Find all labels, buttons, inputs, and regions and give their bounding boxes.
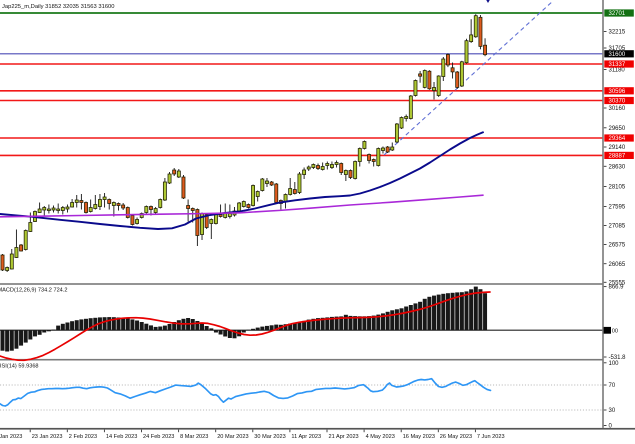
svg-text:4 May 2023: 4 May 2023 <box>366 434 395 440</box>
svg-text:21 Apr 2023: 21 Apr 2023 <box>329 434 359 440</box>
svg-text:29650: 29650 <box>609 126 626 132</box>
svg-text:7 Jun 2023: 7 Jun 2023 <box>477 434 505 440</box>
svg-text:26575: 26575 <box>609 243 626 249</box>
svg-text:31705: 31705 <box>609 46 626 52</box>
svg-text:28630: 28630 <box>609 164 626 170</box>
svg-text:32701: 32701 <box>609 11 626 17</box>
svg-text:2 Feb 2023: 2 Feb 2023 <box>69 434 97 440</box>
svg-text:29364: 29364 <box>609 136 626 142</box>
svg-text:31180: 31180 <box>609 68 626 74</box>
svg-text:RSI(14) 59.9368: RSI(14) 59.9368 <box>0 364 39 370</box>
svg-text:30596: 30596 <box>609 89 626 95</box>
svg-text:11 Apr 2023: 11 Apr 2023 <box>291 434 321 440</box>
svg-text:16 May 2023: 16 May 2023 <box>403 434 435 440</box>
svg-text:30: 30 <box>609 408 616 414</box>
svg-text:00: 00 <box>612 328 618 334</box>
svg-text:8 Mar 2023: 8 Mar 2023 <box>180 434 208 440</box>
svg-text:30370: 30370 <box>609 99 626 105</box>
svg-text:26 May 2023: 26 May 2023 <box>440 434 472 440</box>
svg-text:31337: 31337 <box>609 62 626 68</box>
svg-text:32215: 32215 <box>609 30 626 36</box>
svg-text:11 Jan 2023: 11 Jan 2023 <box>0 434 22 440</box>
svg-text:27085: 27085 <box>609 224 626 230</box>
svg-text:30 Mar 2023: 30 Mar 2023 <box>254 434 285 440</box>
svg-text:30160: 30160 <box>609 106 626 112</box>
svg-text:100: 100 <box>609 361 620 367</box>
svg-text:MACD(12,26,9) 734.2 724.2: MACD(12,26,9) 734.2 724.2 <box>0 287 67 293</box>
svg-text:28887: 28887 <box>609 154 626 160</box>
svg-text:20 Mar 2023: 20 Mar 2023 <box>217 434 248 440</box>
svg-text:28105: 28105 <box>609 185 626 191</box>
svg-text:23 Jan 2023: 23 Jan 2023 <box>32 434 63 440</box>
svg-text:70: 70 <box>609 383 616 389</box>
svg-text:25555: 25555 <box>609 280 626 286</box>
svg-text:26065: 26065 <box>609 262 626 268</box>
svg-text:14 Feb 2023: 14 Feb 2023 <box>106 434 137 440</box>
svg-text:27595: 27595 <box>609 205 626 211</box>
svg-text:-531.8: -531.8 <box>609 355 627 361</box>
svg-text:24 Feb 2023: 24 Feb 2023 <box>143 434 174 440</box>
svg-text:866.9: 866.9 <box>609 285 625 291</box>
svg-text:Jap225_m,Daily 31852 32035 31: Jap225_m,Daily 31852 32035 31563 31600 <box>2 4 115 10</box>
svg-text:31600: 31600 <box>609 52 626 58</box>
svg-text:0: 0 <box>609 424 613 430</box>
svg-text:29140: 29140 <box>609 145 626 151</box>
